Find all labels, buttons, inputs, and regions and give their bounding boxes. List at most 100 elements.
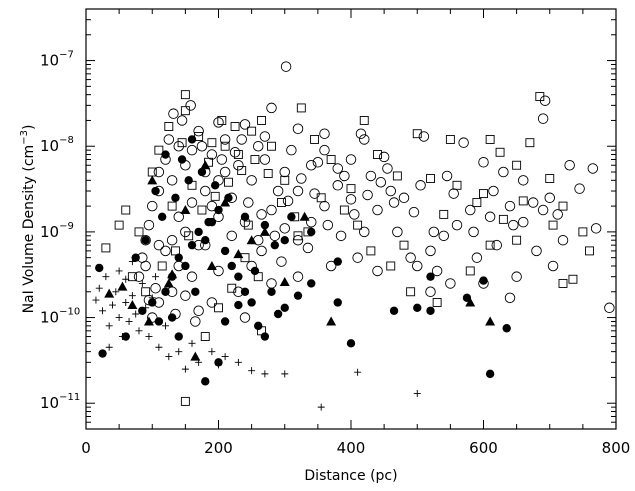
data-point-open-circle bbox=[163, 134, 175, 145]
data-point-open-circle bbox=[256, 245, 267, 257]
data-point-filled-circle bbox=[227, 261, 236, 271]
data-point-filled-circle bbox=[201, 235, 210, 245]
data-point-filled-circle bbox=[161, 287, 170, 296]
data-point-plus bbox=[112, 288, 120, 296]
data-point-open-square bbox=[316, 193, 326, 203]
data-point-filled-triangle bbox=[259, 226, 270, 236]
data-point-open-circle bbox=[259, 154, 271, 165]
data-point-filled-circle bbox=[220, 246, 230, 256]
data-point-open-square bbox=[498, 214, 508, 224]
data-point-filled-circle bbox=[187, 240, 197, 250]
data-point-plus bbox=[128, 258, 136, 266]
data-point-filled-circle bbox=[346, 339, 356, 348]
data-point-open-circle bbox=[219, 166, 231, 178]
data-point-open-circle bbox=[213, 265, 224, 277]
data-point-open-circle bbox=[468, 226, 479, 238]
data-point-open-square bbox=[485, 240, 495, 250]
data-point-open-square bbox=[535, 92, 545, 102]
data-point-open-circle bbox=[372, 204, 383, 216]
data-point-open-square bbox=[558, 201, 568, 211]
data-point-open-circle bbox=[574, 183, 585, 194]
data-point-open-circle bbox=[448, 188, 459, 199]
data-point-open-square bbox=[114, 220, 124, 230]
data-point-open-square bbox=[243, 220, 253, 230]
data-point-filled-triangle bbox=[246, 235, 257, 245]
data-point-plus bbox=[92, 296, 100, 304]
x-tick-label: 0 bbox=[81, 439, 91, 457]
data-point-open-square bbox=[399, 240, 409, 250]
data-point-plus bbox=[122, 275, 130, 283]
data-point-open-circle bbox=[133, 271, 145, 282]
data-point-filled-circle bbox=[307, 279, 316, 288]
data-point-filled-circle bbox=[154, 317, 164, 326]
data-point-open-square bbox=[346, 184, 356, 194]
data-point-open-square bbox=[141, 287, 151, 297]
data-point-open-square bbox=[432, 298, 442, 307]
data-point-open-circle bbox=[256, 209, 267, 220]
data-point-open-circle bbox=[186, 197, 198, 208]
data-point-open-square bbox=[518, 196, 528, 206]
data-point-open-circle bbox=[352, 252, 363, 263]
data-point-filled-circle bbox=[240, 287, 250, 296]
data-point-open-circle bbox=[153, 239, 165, 251]
y-axis-title-exponent: −3 bbox=[19, 130, 30, 145]
data-point-filled-triangle bbox=[147, 175, 158, 185]
data-point-open-square bbox=[485, 135, 495, 144]
data-point-open-square bbox=[247, 126, 257, 136]
data-point-filled-triangle bbox=[143, 316, 154, 326]
data-point-filled-circle bbox=[161, 150, 170, 159]
data-point-plus bbox=[152, 273, 160, 281]
data-point-filled-circle bbox=[191, 287, 200, 296]
data-point-open-circle bbox=[226, 230, 237, 242]
data-point-open-circle bbox=[590, 223, 602, 234]
data-point-filled-triangle bbox=[279, 277, 290, 287]
data-point-filled-circle bbox=[234, 300, 243, 310]
data-point-filled-triangle bbox=[326, 316, 337, 326]
data-point-plus bbox=[109, 301, 116, 309]
data-point-open-circle bbox=[339, 170, 350, 182]
y-tick-label: 10−7 bbox=[40, 50, 74, 70]
data-point-filled-triangle bbox=[233, 249, 244, 259]
data-point-open-circle bbox=[441, 170, 453, 182]
data-point-open-circle bbox=[216, 154, 228, 165]
data-point-open-circle bbox=[206, 149, 218, 160]
data-point-open-square bbox=[127, 272, 137, 282]
data-point-open-circle bbox=[206, 200, 218, 212]
data-point-open-circle bbox=[508, 219, 519, 231]
data-point-open-square bbox=[230, 122, 240, 131]
data-point-filled-triangle bbox=[104, 288, 115, 298]
data-point-open-circle bbox=[266, 204, 277, 216]
data-point-open-square bbox=[177, 138, 187, 148]
data-point-filled-circle bbox=[197, 167, 207, 177]
data-point-open-circle bbox=[173, 211, 184, 223]
axis-ticks bbox=[85, 8, 617, 430]
data-point-open-square bbox=[164, 122, 174, 131]
data-point-open-circle bbox=[405, 252, 416, 263]
data-point-open-square bbox=[392, 171, 402, 181]
y-tick-label: 10−9 bbox=[40, 221, 74, 241]
data-point-open-circle bbox=[312, 157, 324, 168]
data-point-filled-circle bbox=[260, 332, 270, 341]
data-point-filled-triangle bbox=[180, 205, 191, 215]
data-point-open-circle bbox=[425, 286, 436, 298]
data-point-plus bbox=[221, 353, 229, 361]
data-point-open-circle bbox=[239, 119, 251, 130]
data-point-open-circle bbox=[259, 131, 271, 142]
data-point-plus bbox=[208, 348, 216, 356]
data-point-open-square bbox=[154, 145, 164, 155]
data-point-filled-triangle bbox=[465, 297, 476, 307]
data-point-open-circle bbox=[166, 234, 178, 246]
data-point-open-circle bbox=[418, 131, 430, 142]
data-point-open-circle bbox=[372, 265, 383, 277]
data-point-open-circle bbox=[428, 226, 440, 238]
data-point-open-circle bbox=[150, 282, 161, 294]
data-point-open-square bbox=[406, 287, 416, 297]
data-point-plus bbox=[234, 358, 242, 366]
data-point-open-circle bbox=[382, 163, 393, 174]
data-point-filled-triangle bbox=[299, 211, 310, 221]
data-point-open-circle bbox=[375, 176, 387, 188]
data-point-plus bbox=[145, 333, 153, 341]
data-point-plus bbox=[413, 389, 421, 397]
data-point-plus bbox=[195, 358, 203, 366]
data-point-filled-circle bbox=[204, 217, 213, 227]
